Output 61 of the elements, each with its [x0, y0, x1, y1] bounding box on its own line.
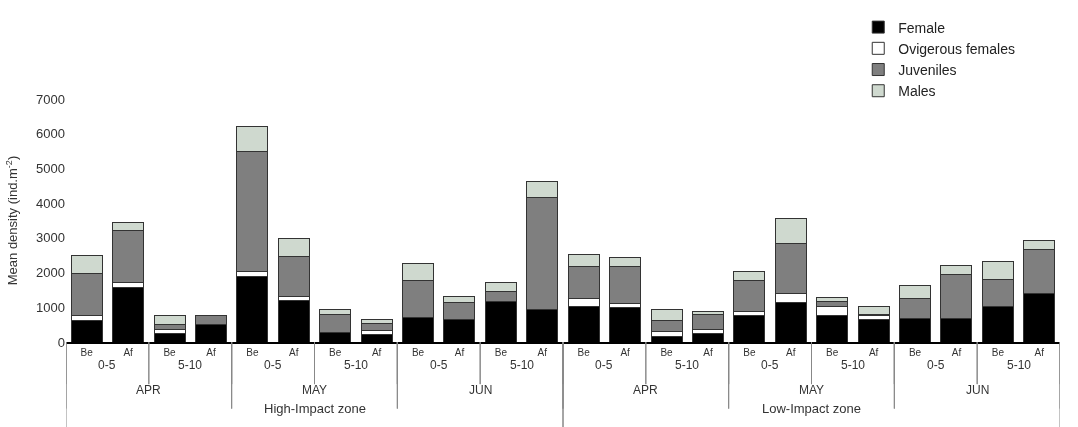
legend-label: Males [898, 83, 936, 100]
legend-label: Female [898, 19, 946, 36]
x-tick-label: Be [329, 346, 342, 358]
y-tick-label: 1000 [36, 299, 65, 315]
text: 5-10 [344, 358, 369, 372]
text: 5-10 [1007, 358, 1032, 372]
x-tick-label: Be [494, 346, 508, 358]
x-tick-label: Af [786, 346, 796, 358]
x-tick-label: Be [826, 346, 839, 358]
x-tick-label: Af [620, 346, 631, 358]
bar [153, 314, 186, 326]
x-tick-label: Be [246, 346, 259, 358]
x-tick-label: Af [703, 346, 713, 358]
text: 5-10 [178, 358, 203, 372]
x-tick-label: Af [868, 346, 879, 358]
text: 0-5 [430, 358, 448, 372]
x-tick-label: Af [371, 346, 382, 358]
legend-label: Juveniles [898, 61, 957, 78]
text: APR [136, 383, 162, 397]
text: 0-5 [98, 358, 116, 372]
bar [857, 306, 890, 316]
x-tick-label: Be [577, 346, 591, 358]
text: 0-5 [761, 358, 779, 372]
text: 0-5 [264, 358, 282, 372]
x-tick-label: Be [80, 346, 94, 358]
text: MAY [302, 383, 328, 397]
y-tick-label: 2000 [36, 265, 65, 281]
bar [816, 297, 849, 303]
x-tick-label: Be [908, 346, 922, 358]
x-tick-label: Af [206, 346, 216, 358]
x-tick-label: Af [537, 346, 548, 358]
y-tick-label: 7000 [36, 91, 65, 107]
text: 5-10 [841, 358, 866, 372]
y-tick-label: 4000 [36, 195, 65, 211]
x-tick-label: Be [411, 346, 425, 358]
bar [691, 314, 724, 330]
legend-label: Ovigerous females [898, 40, 1015, 57]
text: JUN [469, 383, 493, 397]
text: 5-10 [510, 358, 535, 372]
bar [360, 323, 393, 332]
text: 0-5 [927, 358, 945, 372]
text: JUN [966, 383, 990, 397]
y-tick-label: 5000 [36, 160, 65, 176]
text: 0-5 [595, 358, 613, 372]
x-tick-label: Be [660, 346, 674, 358]
text: High-Impact zone [264, 401, 366, 416]
x-tick-label: Af [289, 346, 299, 358]
x-tick-label: Af [1034, 346, 1045, 358]
x-tick-label: Af [123, 346, 134, 358]
text: APR [633, 383, 659, 397]
text: MAY [799, 383, 825, 397]
text: 5-10 [675, 358, 700, 372]
x-tick-label: Af [951, 346, 962, 358]
x-tick-label: Be [991, 346, 1005, 358]
y-tick-label: 3000 [36, 230, 65, 246]
x-tick-label: Be [163, 346, 177, 358]
x-tick-label: Be [743, 346, 756, 358]
x-tick-label: Af [454, 346, 465, 358]
y-tick-label: 6000 [36, 126, 65, 142]
y-tick-label: 0 [57, 334, 65, 350]
text: Low-Impact zone [762, 401, 861, 416]
